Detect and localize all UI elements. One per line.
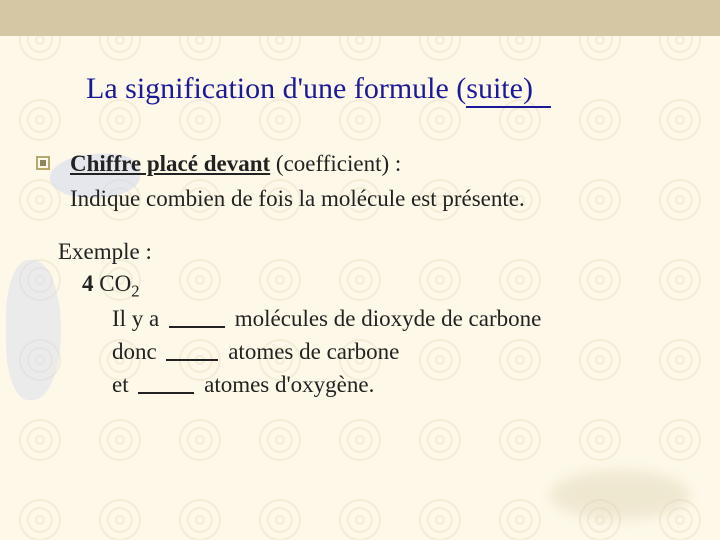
example-line-2: donc atomes de carbone <box>58 336 684 369</box>
bullet-paren: (coefficient) : <box>276 151 401 176</box>
example-block: Exemple : 4 CO2 Il y a molécules de diox… <box>58 236 684 402</box>
example-formula: 4 CO2 <box>58 268 684 303</box>
slide-title: La signification d'une formule (suite) <box>86 72 684 106</box>
formula-subscript: 2 <box>131 282 139 301</box>
example-line-3: et atomes d'oxygène. <box>58 369 684 402</box>
line1-suffix: molécules de dioxyde de carbone <box>229 306 541 331</box>
bullet-description: Indique combien de fois la molécule est … <box>70 185 684 214</box>
line2-suffix: atomes de carbone <box>222 339 399 364</box>
formula-coefficient: 4 <box>82 271 94 296</box>
blank-2 <box>166 338 218 361</box>
title-text: La signification d'une formule (suite) <box>86 72 533 105</box>
formula-molecule: CO <box>99 271 131 296</box>
line2-prefix: donc <box>112 339 162 364</box>
line3-suffix: atomes d'oxygène. <box>198 372 374 397</box>
example-label: Exemple : <box>58 236 684 269</box>
blank-1 <box>169 305 225 328</box>
bullet-line: Chiffre placé devant (coefficient) : <box>70 150 684 179</box>
example-line-1: Il y a molécules de dioxyde de carbone <box>58 303 684 336</box>
blank-3 <box>138 371 194 394</box>
title-underline <box>466 106 551 108</box>
slide-content: La signification d'une formule (suite) C… <box>0 0 720 429</box>
bullet-bold-underlined: Chiffre placé devant <box>70 151 270 176</box>
square-bullet-icon <box>36 156 50 170</box>
bottom-smudge-decor <box>550 470 690 520</box>
line1-prefix: Il y a <box>112 306 165 331</box>
line3-prefix: et <box>112 372 134 397</box>
